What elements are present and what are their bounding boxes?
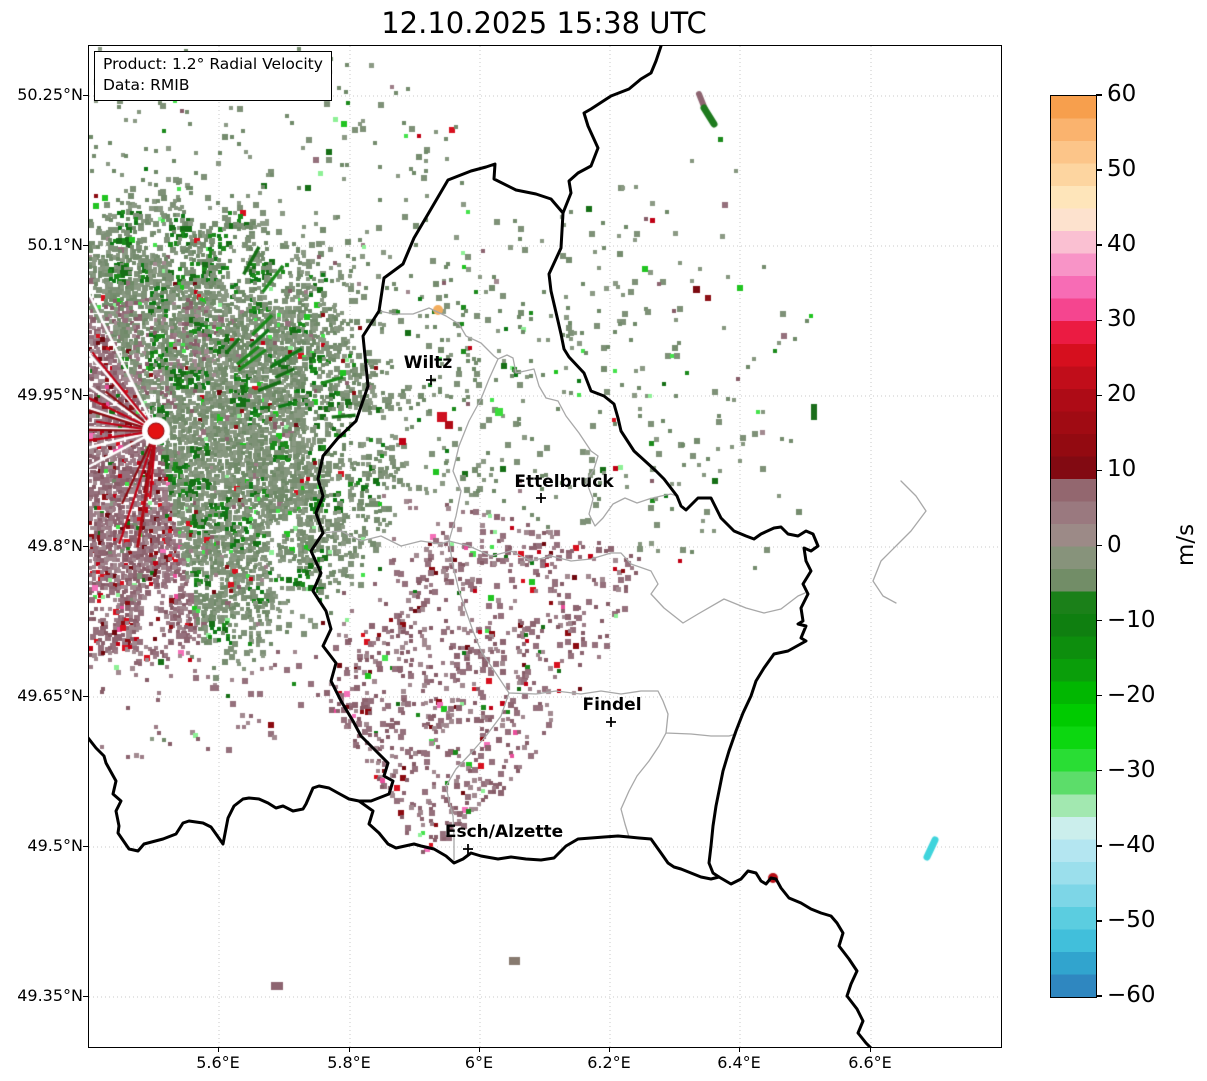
colorbar-tick-label: 60 xyxy=(1107,81,1137,107)
colorbar-tick-mark xyxy=(1096,169,1102,171)
colorbar-tick-label: −30 xyxy=(1107,756,1156,783)
figure-title: 12.10.2025 15:38 UTC xyxy=(381,6,707,40)
x-tick-label: 5.6°E xyxy=(196,1053,240,1072)
colorbar-gradient xyxy=(1051,96,1096,997)
y-tick-label: 49.5°N xyxy=(27,836,83,855)
x-tick-mark xyxy=(609,1047,611,1052)
colorbar-tick-label: 20 xyxy=(1107,381,1137,408)
city-label: Findel xyxy=(582,695,642,715)
x-tick-label: 5.8°E xyxy=(327,1053,371,1072)
colorbar-tick-label: −20 xyxy=(1107,681,1156,708)
colorbar-tick-mark xyxy=(1096,469,1102,472)
y-tick-mark xyxy=(83,395,88,397)
colorbar-tick-mark xyxy=(1096,770,1102,772)
city-label: Wiltz xyxy=(403,353,453,373)
x-tick-mark xyxy=(739,1047,741,1052)
city-cross-marker xyxy=(536,493,546,503)
y-tick-label: 49.65°N xyxy=(17,686,83,705)
product-line: Product: 1.2° Radial Velocity xyxy=(103,55,323,73)
data-source-line: Data: RMIB xyxy=(103,76,190,94)
colorbar-tick-mark xyxy=(1096,319,1102,321)
y-tick-label: 49.35°N xyxy=(17,986,83,1005)
x-tick-label: 6°E xyxy=(464,1053,494,1072)
colorbar-tick-mark xyxy=(1096,544,1102,547)
colorbar-tick-mark xyxy=(1096,995,1102,997)
y-tick-mark xyxy=(83,95,88,97)
city-cross-marker xyxy=(426,375,436,385)
colorbar-tick-label: 50 xyxy=(1107,156,1137,183)
x-tick-mark xyxy=(349,1047,351,1052)
colorbar-tick-mark xyxy=(1096,244,1102,246)
colorbar xyxy=(1050,95,1097,998)
colorbar-tick-label: 40 xyxy=(1107,231,1137,258)
map-plot-area: Product: 1.2° Radial Velocity Data: RMIB… xyxy=(88,45,1002,1048)
colorbar-tick-label: −10 xyxy=(1107,606,1156,633)
colorbar-tick-mark xyxy=(1096,619,1102,622)
radar-velocity-field xyxy=(89,46,1001,1047)
x-tick-label: 6.2°E xyxy=(587,1053,631,1072)
colorbar-tick-mark xyxy=(1096,845,1102,847)
colorbar-tick-label: −60 xyxy=(1107,982,1156,1008)
x-tick-mark xyxy=(870,1047,872,1052)
colorbar-tick-mark xyxy=(1096,694,1102,697)
y-tick-mark xyxy=(83,996,88,998)
x-tick-label: 6.6°E xyxy=(848,1053,892,1072)
colorbar-tick-mark xyxy=(1096,94,1102,96)
y-tick-label: 49.8°N xyxy=(27,536,83,555)
y-tick-label: 50.25°N xyxy=(17,85,83,104)
y-tick-mark xyxy=(83,245,88,247)
colorbar-tick-label: 0 xyxy=(1107,531,1122,558)
y-tick-mark xyxy=(83,696,88,698)
y-tick-label: 49.95°N xyxy=(17,385,83,404)
city-cross-marker xyxy=(463,844,473,854)
y-tick-mark xyxy=(83,846,88,848)
colorbar-tick-mark xyxy=(1096,920,1102,922)
city-cross-marker xyxy=(606,717,616,727)
colorbar-unit-label: m/s xyxy=(1173,523,1199,567)
colorbar-tick-mark xyxy=(1096,394,1102,397)
colorbar-tick-label: 10 xyxy=(1107,456,1137,483)
product-info-box: Product: 1.2° Radial Velocity Data: RMIB xyxy=(94,51,332,101)
colorbar-tick-label: −40 xyxy=(1107,831,1156,858)
y-tick-label: 50.1°N xyxy=(27,235,83,254)
colorbar-tick-label: −50 xyxy=(1107,906,1156,933)
x-tick-mark xyxy=(479,1047,481,1052)
city-label: Ettelbruck xyxy=(514,472,614,492)
city-label: Esch/Alzette xyxy=(444,822,564,842)
x-tick-label: 6.4°E xyxy=(717,1053,761,1072)
country-borders-layer xyxy=(89,46,927,1047)
colorbar-tick-label: 30 xyxy=(1107,306,1137,333)
x-tick-mark xyxy=(218,1047,220,1052)
y-tick-mark xyxy=(83,546,88,548)
